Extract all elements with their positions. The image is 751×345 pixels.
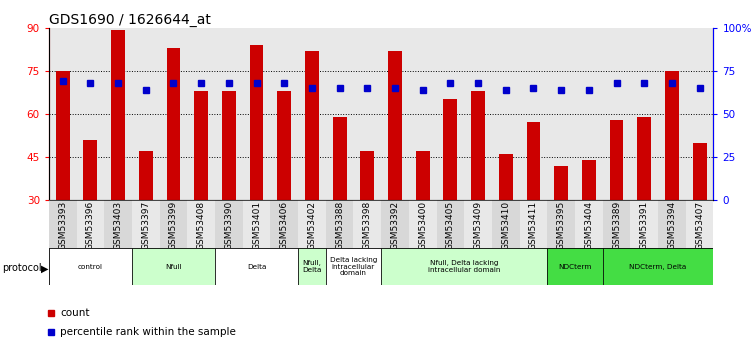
Text: control: control bbox=[78, 264, 103, 269]
Bar bbox=[582, 160, 596, 286]
Text: GSM53397: GSM53397 bbox=[141, 201, 150, 250]
Bar bbox=[547, 248, 603, 285]
Bar bbox=[603, 248, 713, 285]
Bar bbox=[195, 91, 208, 286]
Bar bbox=[167, 48, 180, 286]
Text: GSM53403: GSM53403 bbox=[113, 201, 122, 250]
Bar bbox=[77, 200, 104, 248]
Text: percentile rank within the sample: percentile rank within the sample bbox=[60, 327, 236, 337]
Bar bbox=[159, 200, 187, 248]
Text: Delta: Delta bbox=[247, 264, 266, 269]
Bar bbox=[381, 200, 409, 248]
Text: GSM53392: GSM53392 bbox=[391, 201, 400, 250]
Bar bbox=[111, 30, 125, 286]
Bar bbox=[492, 200, 520, 248]
Bar bbox=[187, 200, 215, 248]
Text: GSM53399: GSM53399 bbox=[169, 201, 178, 250]
Bar bbox=[354, 200, 381, 248]
Bar bbox=[360, 151, 374, 286]
Bar bbox=[326, 200, 354, 248]
Text: GSM53393: GSM53393 bbox=[58, 201, 67, 250]
Bar bbox=[658, 200, 686, 248]
Text: GSM53406: GSM53406 bbox=[279, 201, 288, 250]
Text: GSM53389: GSM53389 bbox=[612, 201, 621, 250]
Text: Nfull: Nfull bbox=[165, 264, 182, 269]
Bar bbox=[554, 166, 568, 286]
Text: GSM53404: GSM53404 bbox=[584, 201, 593, 250]
Text: GSM53405: GSM53405 bbox=[446, 201, 455, 250]
Text: NDCterm: NDCterm bbox=[558, 264, 592, 269]
Text: GSM53400: GSM53400 bbox=[418, 201, 427, 250]
Text: GSM53390: GSM53390 bbox=[225, 201, 234, 250]
Bar bbox=[305, 51, 319, 286]
Bar bbox=[139, 151, 152, 286]
Bar bbox=[132, 248, 215, 285]
Bar bbox=[520, 200, 547, 248]
Bar bbox=[222, 91, 236, 286]
Text: Nfull, Delta lacking
intracellular domain: Nfull, Delta lacking intracellular domai… bbox=[428, 260, 500, 273]
Text: GSM53395: GSM53395 bbox=[556, 201, 566, 250]
Bar bbox=[215, 248, 298, 285]
Text: GSM53402: GSM53402 bbox=[307, 201, 316, 250]
Bar bbox=[333, 117, 346, 286]
Bar bbox=[49, 248, 132, 285]
Text: GSM53388: GSM53388 bbox=[335, 201, 344, 250]
Bar bbox=[215, 200, 243, 248]
Bar bbox=[83, 140, 98, 286]
Text: protocol: protocol bbox=[2, 264, 42, 273]
Bar bbox=[416, 151, 430, 286]
Text: GSM53408: GSM53408 bbox=[197, 201, 206, 250]
Bar bbox=[603, 200, 630, 248]
Bar bbox=[298, 200, 326, 248]
Text: GSM53391: GSM53391 bbox=[640, 201, 649, 250]
Bar bbox=[243, 200, 270, 248]
Bar bbox=[499, 154, 513, 286]
Bar bbox=[249, 45, 264, 286]
Bar bbox=[132, 200, 159, 248]
Text: GSM53411: GSM53411 bbox=[529, 201, 538, 250]
Bar bbox=[547, 200, 575, 248]
Bar bbox=[471, 91, 485, 286]
Bar bbox=[49, 200, 77, 248]
Bar bbox=[665, 71, 679, 286]
Bar bbox=[326, 248, 381, 285]
Bar bbox=[381, 248, 547, 285]
Bar bbox=[575, 200, 603, 248]
Bar bbox=[56, 71, 70, 286]
Text: NDCterm, Delta: NDCterm, Delta bbox=[629, 264, 686, 269]
Bar bbox=[104, 200, 132, 248]
Bar bbox=[464, 200, 492, 248]
Text: ▶: ▶ bbox=[41, 264, 48, 273]
Text: Delta lacking
intracellular
domain: Delta lacking intracellular domain bbox=[330, 257, 377, 276]
Bar bbox=[298, 248, 326, 285]
Bar bbox=[630, 200, 658, 248]
Bar bbox=[692, 142, 707, 286]
Text: count: count bbox=[60, 308, 89, 318]
Text: GSM53401: GSM53401 bbox=[252, 201, 261, 250]
Bar bbox=[277, 91, 291, 286]
Text: GSM53394: GSM53394 bbox=[668, 201, 677, 250]
Text: GSM53398: GSM53398 bbox=[363, 201, 372, 250]
Text: GSM53407: GSM53407 bbox=[695, 201, 704, 250]
Bar bbox=[638, 117, 651, 286]
Bar bbox=[270, 200, 298, 248]
Bar bbox=[526, 122, 541, 286]
Text: Nfull,
Delta: Nfull, Delta bbox=[302, 260, 321, 273]
Bar bbox=[610, 120, 623, 286]
Bar bbox=[409, 200, 436, 248]
Text: GDS1690 / 1626644_at: GDS1690 / 1626644_at bbox=[49, 12, 211, 27]
Text: GSM53409: GSM53409 bbox=[474, 201, 483, 250]
Bar bbox=[436, 200, 464, 248]
Bar bbox=[443, 99, 457, 286]
Bar bbox=[388, 51, 402, 286]
Text: GSM53396: GSM53396 bbox=[86, 201, 95, 250]
Bar bbox=[686, 200, 713, 248]
Text: GSM53410: GSM53410 bbox=[501, 201, 510, 250]
